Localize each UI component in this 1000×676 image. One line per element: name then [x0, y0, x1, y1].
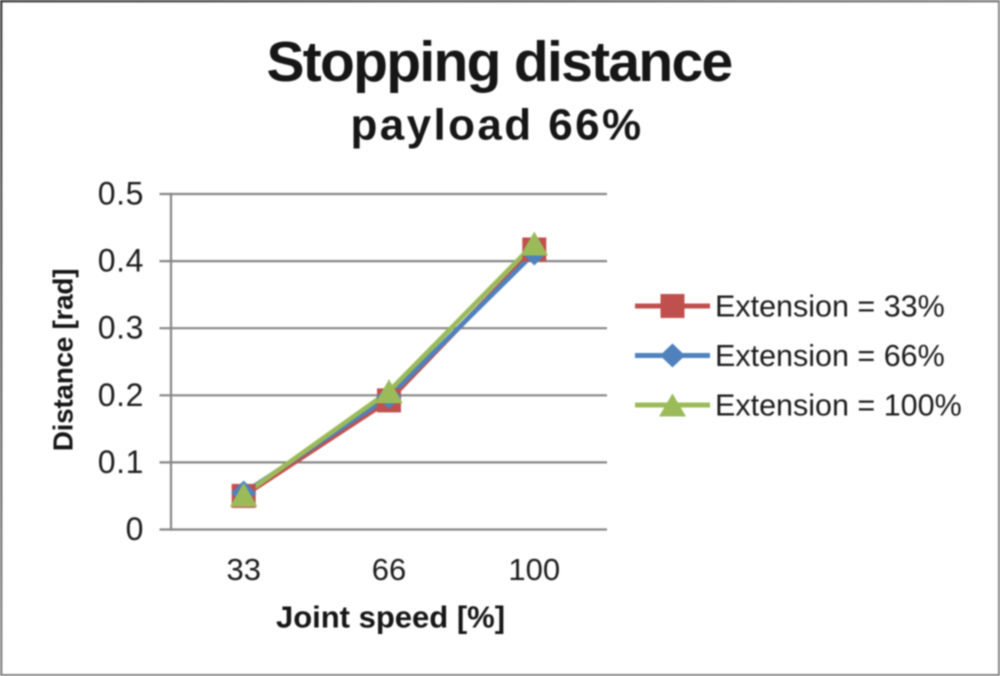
svg-text:Extension = 66%: Extension = 66%: [715, 339, 945, 373]
svg-text:66: 66: [372, 552, 406, 587]
svg-text:0.2: 0.2: [98, 377, 144, 413]
svg-text:0.1: 0.1: [98, 444, 144, 480]
svg-text:Joint speed [%]: Joint speed [%]: [276, 600, 505, 635]
svg-text:Stopping distance: Stopping distance: [266, 30, 731, 94]
svg-text:0.4: 0.4: [98, 243, 144, 279]
svg-text:Distance [rad]: Distance [rad]: [48, 269, 79, 452]
svg-text:33: 33: [226, 552, 260, 587]
svg-text:0: 0: [126, 511, 144, 547]
svg-text:Extension = 33%: Extension = 33%: [715, 290, 945, 324]
svg-text:Extension = 100%: Extension = 100%: [715, 389, 962, 423]
svg-text:100: 100: [508, 552, 560, 587]
svg-text:0.3: 0.3: [98, 310, 144, 346]
svg-text:0.5: 0.5: [98, 176, 144, 212]
svg-text:payload 66%: payload 66%: [351, 101, 644, 150]
